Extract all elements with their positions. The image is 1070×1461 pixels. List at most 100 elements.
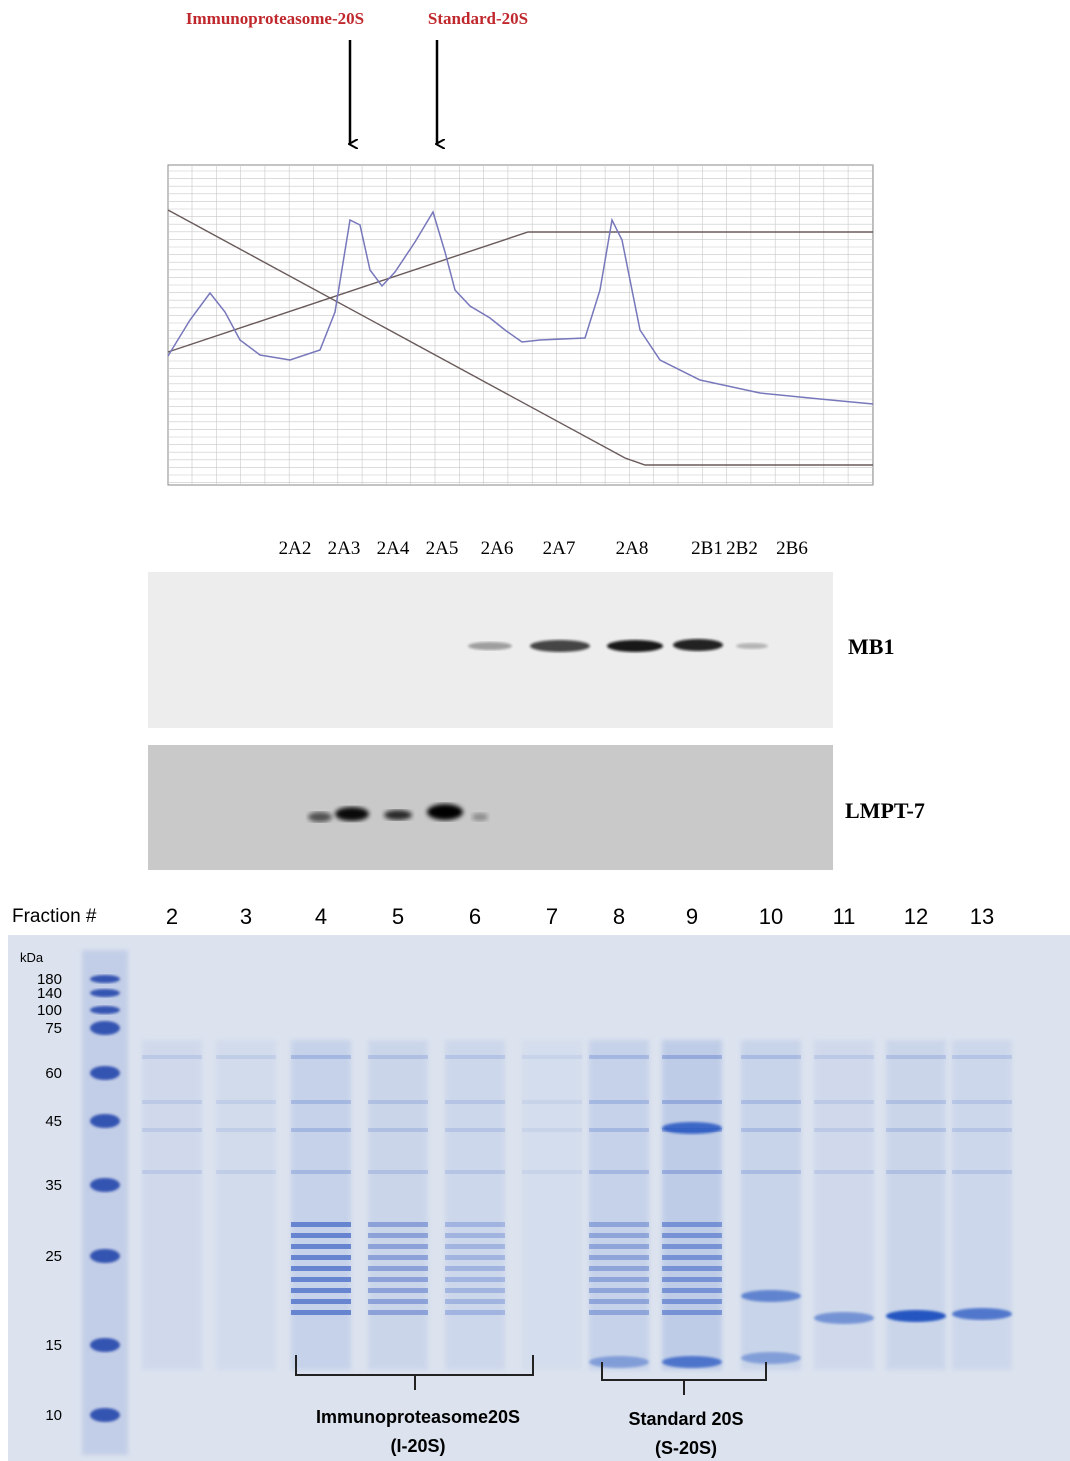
gel-axis-label: Fraction # <box>12 906 97 927</box>
gel-band <box>589 1356 649 1368</box>
gel-band <box>589 1055 649 1059</box>
ladder-band <box>90 989 120 997</box>
bracket <box>601 1362 767 1395</box>
gel-band <box>589 1310 649 1315</box>
gel-band <box>662 1170 722 1174</box>
gel-band <box>589 1266 649 1271</box>
fraction-label: 7 <box>546 904 558 929</box>
band <box>468 642 512 650</box>
marker-label: 180 <box>37 971 62 988</box>
gel-unit: kDa <box>20 950 44 965</box>
lane-label: 2A4 <box>377 538 410 559</box>
band <box>384 810 412 820</box>
gel-band <box>368 1128 428 1132</box>
gel-band <box>368 1255 428 1260</box>
gel-band <box>662 1266 722 1271</box>
chromatogram <box>167 164 874 486</box>
ladder-band <box>90 1006 120 1014</box>
fraction-label: 13 <box>970 904 994 929</box>
gel-band <box>445 1100 505 1104</box>
lane-smear <box>741 1040 801 1370</box>
marker-label: 15 <box>45 1337 62 1354</box>
gel-band <box>589 1100 649 1104</box>
gel-band <box>662 1055 722 1059</box>
gel-band <box>589 1288 649 1293</box>
band <box>736 643 768 649</box>
gel-band <box>952 1055 1012 1059</box>
gel-band <box>445 1244 505 1249</box>
gel-band <box>445 1170 505 1174</box>
arrow-label: Standard-20S <box>428 9 528 28</box>
gel-band <box>522 1055 582 1059</box>
gel-band <box>662 1299 722 1304</box>
gel-band <box>589 1255 649 1260</box>
gel-band <box>216 1055 276 1059</box>
gel-band <box>291 1222 351 1227</box>
fraction-label: 11 <box>833 904 856 929</box>
gel-band <box>741 1055 801 1059</box>
lane-smear <box>952 1040 1012 1370</box>
lane-label: 2A5 <box>426 538 459 559</box>
band <box>472 813 488 821</box>
gel-band <box>886 1100 946 1104</box>
gel-band <box>741 1128 801 1132</box>
ladder-band <box>90 1408 120 1422</box>
blot-label: LMPT-7 <box>845 798 925 823</box>
gel-band <box>291 1244 351 1249</box>
gel-band <box>291 1170 351 1174</box>
marker-label: 140 <box>37 985 62 1002</box>
fraction-label: 5 <box>392 904 404 929</box>
gel-band <box>445 1277 505 1282</box>
gel-band <box>886 1170 946 1174</box>
gel-band <box>291 1288 351 1293</box>
gel-band <box>291 1128 351 1132</box>
gel-band <box>952 1308 1012 1320</box>
gel-band <box>216 1170 276 1174</box>
marker-label: 60 <box>45 1065 62 1082</box>
gel-band <box>142 1100 202 1104</box>
gel-band <box>445 1055 505 1059</box>
ladder-band <box>90 1114 120 1128</box>
gel-band <box>814 1128 874 1132</box>
lane-smear <box>662 1040 722 1370</box>
group-label: Standard 20S <box>628 1409 743 1429</box>
gradient-line <box>167 209 873 466</box>
blot-bands <box>308 639 768 822</box>
gel-band <box>291 1255 351 1260</box>
gel-band <box>445 1299 505 1304</box>
absorbance-trace <box>167 210 874 405</box>
gel-band <box>291 1299 351 1304</box>
gel-lanes <box>82 950 1012 1455</box>
group-label: (S-20S) <box>655 1438 717 1458</box>
band <box>530 640 590 652</box>
gel-band <box>589 1277 649 1282</box>
gel-band <box>291 1266 351 1271</box>
blot-panel <box>148 572 833 728</box>
band <box>335 807 369 821</box>
gel-band <box>741 1352 801 1364</box>
gradient-line <box>167 231 873 353</box>
gel-band <box>368 1100 428 1104</box>
gel-band <box>368 1244 428 1249</box>
gel-band <box>952 1128 1012 1132</box>
gel-band <box>368 1277 428 1282</box>
lane-label: 2A2 <box>279 538 312 559</box>
lane-smear <box>216 1040 276 1370</box>
fraction-label: 8 <box>613 904 625 929</box>
gel-band <box>741 1170 801 1174</box>
gel-band <box>522 1100 582 1104</box>
gel-band <box>662 1100 722 1104</box>
lane-smear <box>142 1040 202 1370</box>
marker-label: 35 <box>45 1177 62 1194</box>
gel-band <box>445 1266 505 1271</box>
gel-band <box>741 1100 801 1104</box>
lane-smear <box>522 1040 582 1370</box>
fraction-label: 3 <box>240 904 252 929</box>
gel-band <box>445 1310 505 1315</box>
gel-band <box>216 1128 276 1132</box>
gel-band <box>291 1310 351 1315</box>
blot-panel <box>148 745 833 870</box>
gel-band <box>368 1170 428 1174</box>
fraction-label: 12 <box>904 904 928 929</box>
